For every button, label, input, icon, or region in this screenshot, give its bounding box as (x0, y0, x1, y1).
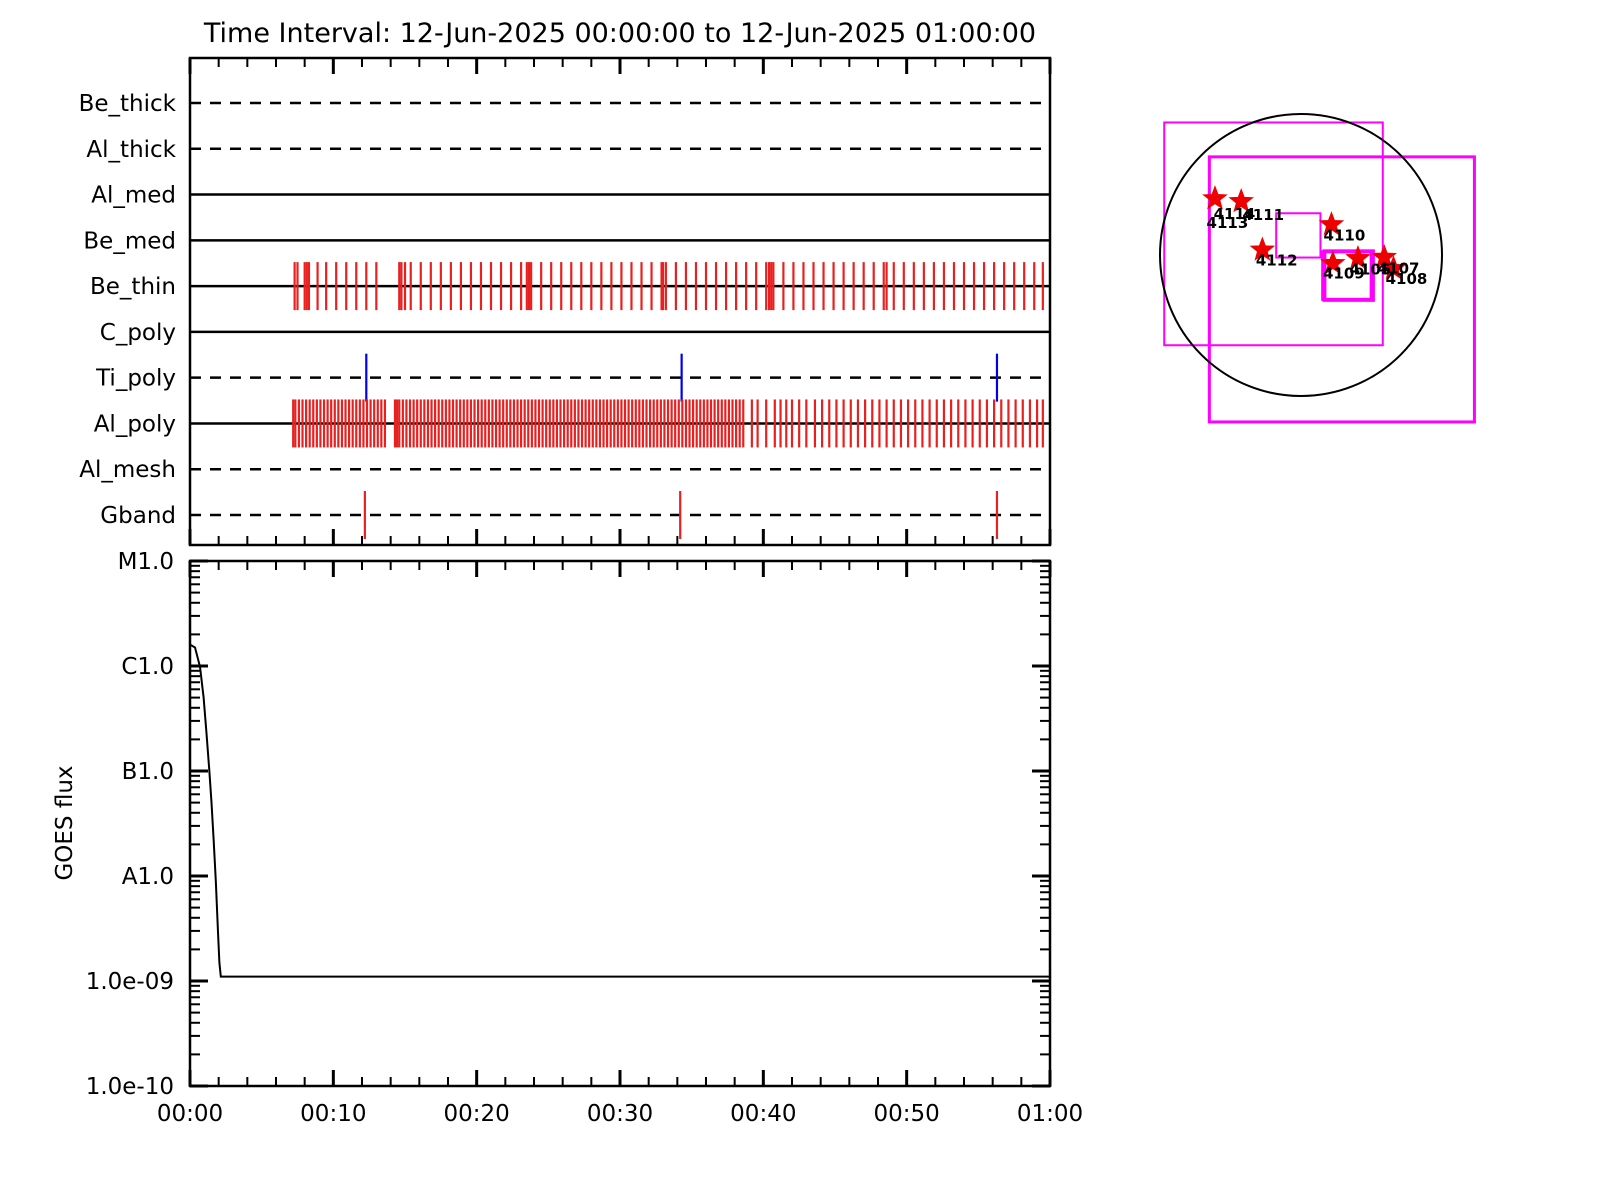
goes-xtick-label: 00:00 (157, 1101, 223, 1127)
timeline-plot-frame (188, 56, 1052, 547)
goes-ytick-label: 1.0e-10 (86, 1074, 174, 1100)
active-region-star-icon (1320, 250, 1346, 275)
fov-offset-large (1207, 155, 1476, 424)
goes-xtick-label: 00:50 (874, 1101, 940, 1127)
timeline-row-label-al_mesh: Al_mesh (79, 457, 176, 483)
active-region-star-icon (1249, 236, 1276, 261)
active-region-label-4107: 4107 (1378, 259, 1420, 277)
fov-region-b (1322, 249, 1375, 302)
timeline-row-label-al_med: Al_med (91, 183, 176, 209)
goes-ytick-label: 1.0e-09 (86, 969, 174, 995)
active-region-label-4113: 4113 (1207, 214, 1249, 232)
goes-flux-panel: M1.0 C1.0 B1.0 A1.0 1.0e-09 1.0e-10 00:00 00:1… (52, 549, 1083, 1127)
timeline-bottom-ticks (188, 529, 1052, 545)
goes-ytick-label: A1.0 (122, 864, 174, 890)
timeline-row-labels: Be_thick Al_thick Al_med Be_med Be_thin C_pol… (79, 91, 177, 529)
fov-outer-large (1163, 121, 1384, 347)
fov-center-small (1275, 212, 1322, 259)
active-region-star-icon (1318, 211, 1345, 236)
active-region-star-icon (1371, 243, 1397, 269)
active-region-markers (1202, 185, 1407, 280)
timeline-event-marks (292, 262, 1044, 539)
active-region-label-4108: 4108 (1386, 270, 1428, 288)
timeline-row-label-al_poly: Al_poly (94, 411, 176, 437)
goes-flux-curve (189, 643, 1050, 978)
goes-y-tick-labels: M1.0 C1.0 B1.0 A1.0 1.0e-09 1.0e-10 (86, 549, 174, 1100)
active-region-label-4109: 4109 (1323, 264, 1365, 282)
goes-xtick-label: 01:00 (1017, 1101, 1083, 1127)
goes-x-ticks (188, 561, 1052, 1086)
fov-boxes (1163, 121, 1476, 424)
timeline-top-ticks (188, 58, 1052, 74)
timeline-row-label-gband: Gband (100, 503, 176, 529)
goes-xtick-label: 00:40 (730, 1101, 796, 1127)
active-region-star-icon (1345, 244, 1371, 270)
goes-xtick-label: 00:30 (587, 1101, 653, 1127)
timeline-row-label-be_thin: Be_thin (90, 274, 176, 300)
active-region-label-4111: 4111 (1242, 206, 1284, 224)
goes-x-tick-labels: 00:00 00:10 00:20 00:30 00:40 00:50 01:00 (157, 1101, 1083, 1127)
active-region-label-4105: 4105 (1350, 261, 1392, 279)
active-region-label-4110: 4110 (1324, 226, 1366, 244)
active-region-star-icon (1228, 187, 1254, 213)
active-region-label-4112: 4112 (1256, 251, 1298, 269)
page-title: Time Interval: 12-Jun-2025 00:00:00 to 1… (203, 18, 1036, 49)
goes-xtick-label: 00:20 (444, 1101, 510, 1127)
active-region-label-4114: 4114 (1214, 205, 1256, 223)
goes-xtick-label: 00:10 (300, 1101, 366, 1127)
y-axis-title: GOES flux (52, 765, 78, 880)
timeline-row-label-be_med: Be_med (83, 228, 176, 254)
timeline-rows (190, 101, 1050, 517)
goes-ytick-label: C1.0 (121, 654, 174, 680)
timeline-row-label-be_thick: Be_thick (79, 91, 177, 117)
active-region-star-icon (1202, 185, 1228, 210)
filter-timeline-panel: Be_thick Al_thick Al_med Be_med Be_thin C_pol… (79, 56, 1052, 547)
solar-limb-circle (1159, 113, 1443, 397)
goes-ytick-label: M1.0 (118, 549, 174, 575)
timeline-row-label-ti_poly: Ti_poly (95, 366, 176, 392)
timeline-row-label-al_thick: Al_thick (86, 137, 176, 163)
goes-plot-frame (188, 559, 1052, 1088)
goes-y-ticks (190, 559, 1050, 1088)
timeline-row-label-c_poly: C_poly (100, 320, 176, 346)
goes-ytick-label: B1.0 (122, 759, 174, 785)
active-region-star-icon (1380, 255, 1407, 280)
